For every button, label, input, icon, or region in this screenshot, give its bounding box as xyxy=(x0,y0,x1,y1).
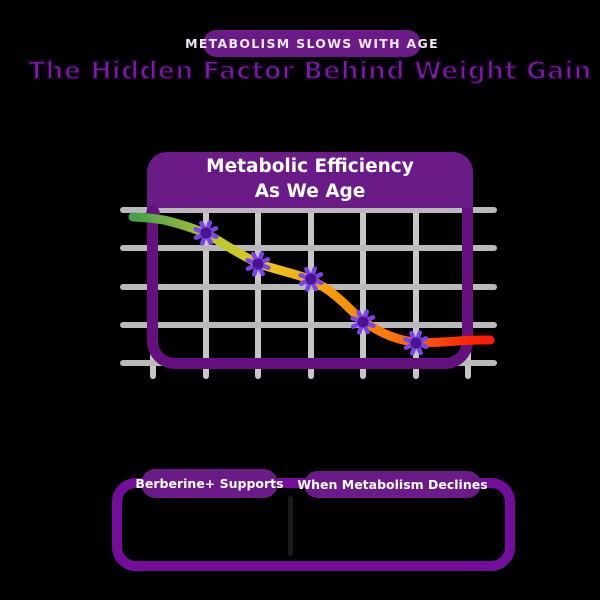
chart-title-line2: As We Age xyxy=(254,181,366,202)
panel-divider xyxy=(288,496,293,556)
panel-header-left-label: Berberine+ Supports xyxy=(135,476,284,491)
top-badge-label: METABOLISM SLOWS WITH AGE xyxy=(185,36,439,51)
panel-header-right-label: When Metabolism Declines xyxy=(297,477,488,492)
chart-title-line1: Metabolic Efficiency xyxy=(206,156,414,178)
top-badge: METABOLISM SLOWS WITH AGE xyxy=(185,30,438,57)
chart-title-card: Metabolic Efficiency As We Age xyxy=(147,152,473,208)
panel-header-left: Berberine+ Supports xyxy=(135,469,284,498)
panel-header-right: When Metabolism Declines xyxy=(297,471,488,498)
grid-hline xyxy=(120,207,497,213)
page-title: The Hidden Factor Behind Weight Gain xyxy=(27,55,592,86)
chart-frame xyxy=(147,182,473,369)
